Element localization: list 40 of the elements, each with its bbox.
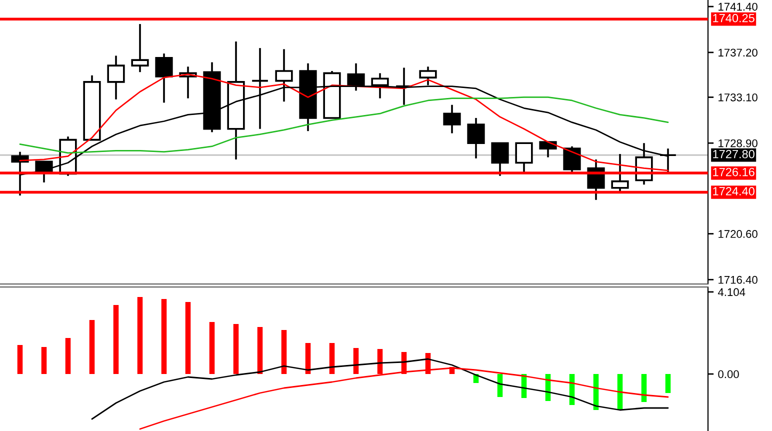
- bar: [305, 343, 311, 374]
- candlestick: [131, 23, 149, 73]
- bar: [257, 327, 263, 374]
- bar: [641, 374, 647, 402]
- candlestick: [491, 142, 509, 177]
- bar: [89, 320, 95, 374]
- y-tick-label: 1716.40: [718, 276, 758, 284]
- ref-line-label: 1726.16: [713, 168, 754, 176]
- bar: [113, 305, 119, 374]
- line-series: [19, 96, 669, 154]
- bar: [329, 343, 335, 374]
- bar: [185, 302, 191, 374]
- bar: [41, 347, 47, 374]
- bar: [665, 374, 671, 393]
- candlestick: [107, 54, 125, 100]
- y-tick-label: 1741.40: [718, 2, 758, 11]
- candlestick: [155, 52, 173, 104]
- bar: [137, 297, 143, 374]
- y-tick-label: 1733.10: [718, 93, 758, 102]
- bar: [281, 330, 287, 374]
- line-series: [91, 358, 669, 420]
- candlestick: [539, 141, 557, 158]
- y-tick-label: 4.104: [718, 288, 746, 296]
- candlestick: [611, 153, 629, 194]
- y-tick-label: 0.00: [718, 370, 739, 378]
- y-tick-label: 1720.60: [718, 230, 758, 238]
- ref-line-label: 1727.80: [713, 150, 754, 158]
- candlestick: [467, 117, 485, 160]
- y-tick-label: 1728.90: [718, 139, 758, 148]
- y-tick-label: 1737.20: [718, 48, 758, 57]
- bar: [353, 348, 359, 374]
- candlestick: [443, 104, 461, 134]
- bar: [17, 345, 23, 374]
- ref-line-label: 1740.25: [713, 14, 754, 22]
- bar: [233, 324, 239, 374]
- candlestick: [563, 145, 581, 174]
- bar: [161, 299, 167, 374]
- bar: [65, 338, 71, 374]
- bar: [209, 322, 215, 374]
- ref-line-label: 1724.40: [713, 187, 754, 196]
